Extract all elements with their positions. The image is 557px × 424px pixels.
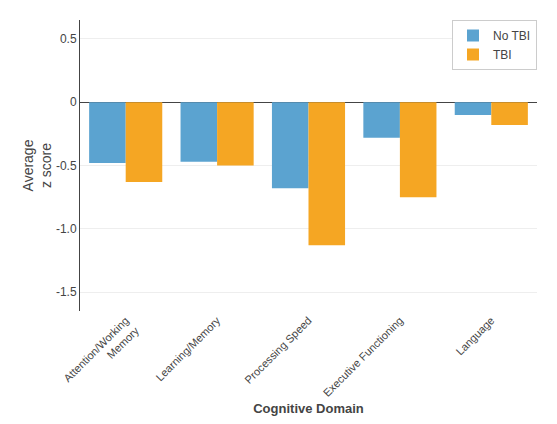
svg-text:Averagez score: Averagez score xyxy=(20,139,54,191)
svg-text:Attention/WorkingMemory: Attention/WorkingMemory xyxy=(61,314,141,394)
svg-text:-1.0: -1.0 xyxy=(56,222,77,236)
svg-text:0.5: 0.5 xyxy=(60,32,77,46)
svg-text:-1.5: -1.5 xyxy=(56,285,77,299)
svg-text:Learning/Memory: Learning/Memory xyxy=(153,314,222,383)
svg-text:0: 0 xyxy=(70,95,77,109)
svg-text:Cognitive Domain: Cognitive Domain xyxy=(253,401,364,416)
svg-text:Language: Language xyxy=(454,314,497,357)
svg-text:TBI: TBI xyxy=(493,48,512,62)
svg-text:-0.5: -0.5 xyxy=(56,159,77,173)
svg-text:No TBI: No TBI xyxy=(493,29,530,43)
svg-text:Executive Functioning: Executive Functioning xyxy=(321,314,406,399)
svg-text:Processing Speed: Processing Speed xyxy=(242,314,314,386)
